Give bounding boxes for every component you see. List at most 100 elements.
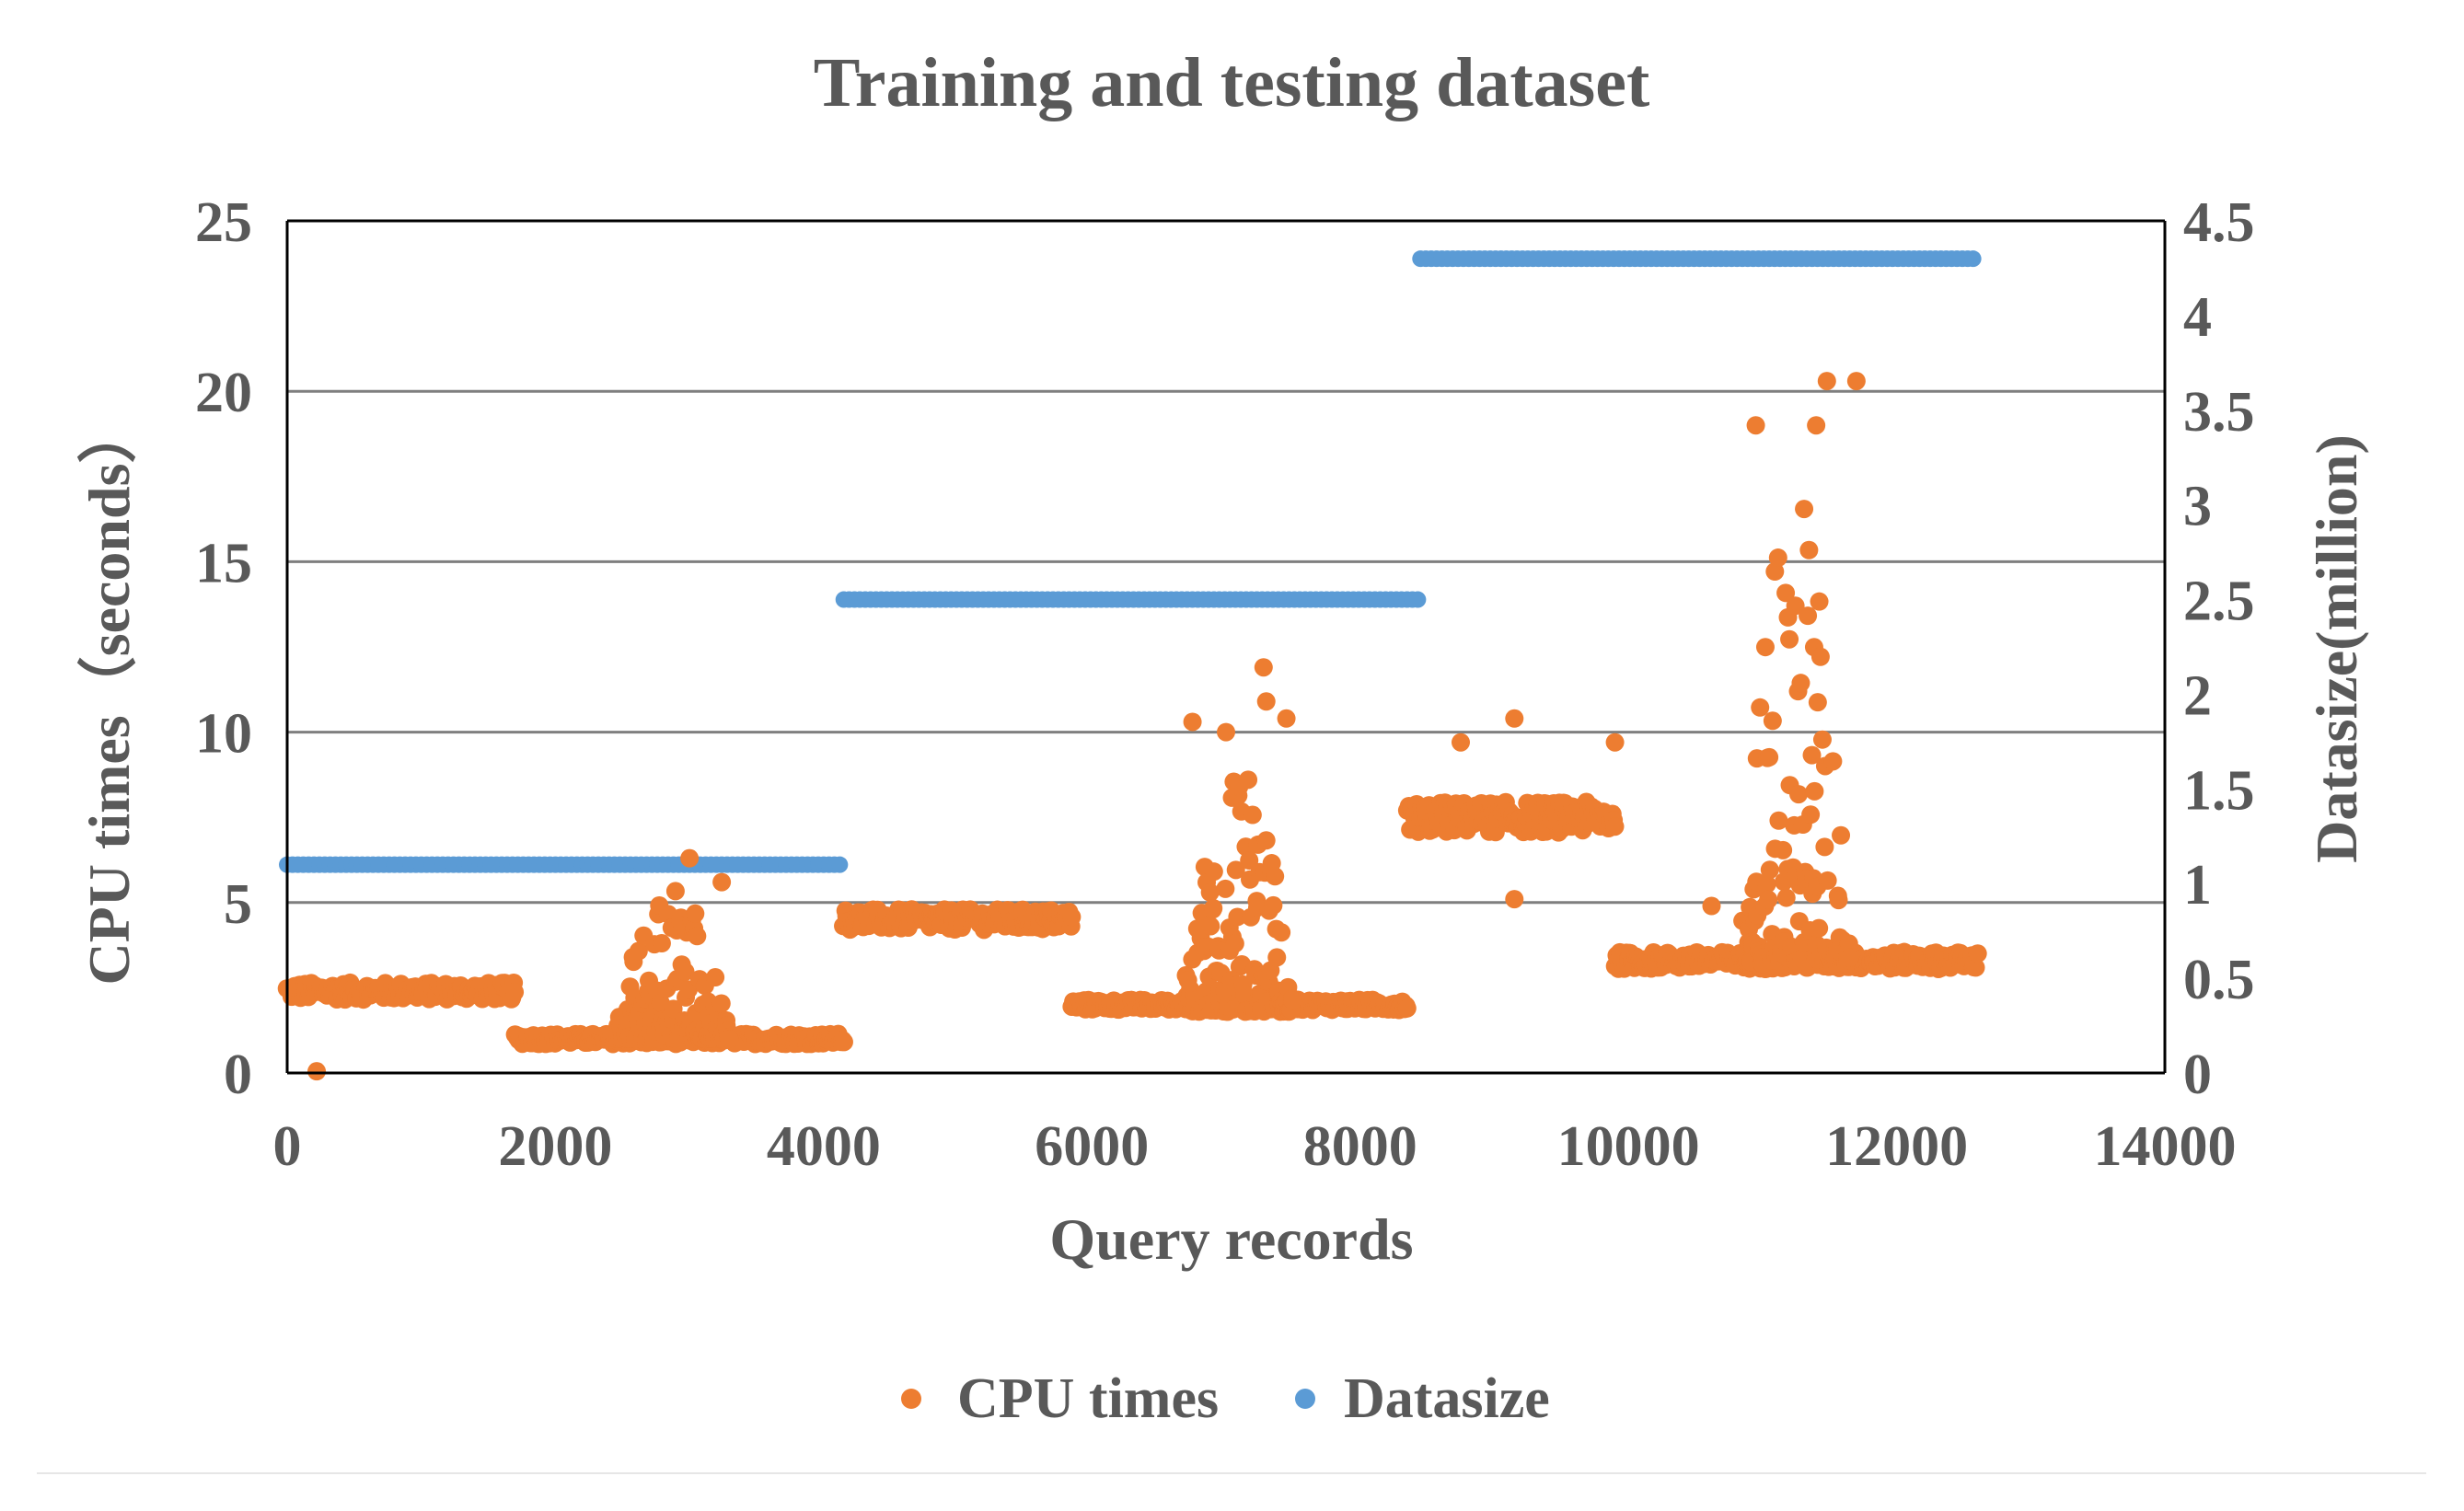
cpu-times-point	[1776, 888, 1796, 907]
cpu-times-point	[1815, 837, 1834, 857]
cpu-times-point	[1769, 811, 1788, 830]
chart-frame: Training and testing dataset 0 5 10 15 20 25 0…	[37, 18, 2426, 1474]
cpu-times-point	[720, 1029, 739, 1048]
cpu-times-point	[1505, 709, 1524, 728]
x-axis-label: Query records	[1049, 1206, 1413, 1272]
cpu-times-point	[1829, 891, 1848, 910]
x-tick-label: 2000	[498, 1115, 612, 1178]
y2-tick-label: 0	[2183, 1044, 2212, 1106]
legend-label-cpu-times: CPU times	[957, 1367, 1219, 1430]
legend: CPU times Datasize	[901, 1367, 1550, 1430]
x-tick-label: 4000	[767, 1115, 881, 1178]
chart-title: Training and testing dataset	[814, 44, 1650, 121]
x-tick-label: 0	[273, 1115, 302, 1178]
cpu-times-point	[1228, 907, 1247, 927]
cpu-times-point	[1183, 712, 1202, 732]
legend-label-datasize: Datasize	[1344, 1367, 1550, 1430]
cpu-times-point	[1759, 890, 1778, 909]
y-tick-label: 0	[224, 1044, 252, 1106]
cpu-times-point	[1746, 416, 1765, 435]
cpu-times-point	[1277, 709, 1296, 728]
cpu-times-point	[1062, 907, 1082, 927]
cpu-times-point	[1807, 416, 1826, 435]
cpu-times-point	[1818, 871, 1837, 890]
cpu-times-point	[1795, 500, 1814, 519]
cpu-times-point	[1452, 732, 1470, 752]
cpu-times-point	[1505, 890, 1524, 909]
cpu-times-point	[711, 994, 731, 1013]
y2-tick-label: 2.5	[2183, 571, 2255, 633]
cpu-times-point	[686, 904, 705, 923]
cpu-times-point	[1812, 730, 1832, 749]
cpu-times-point	[1799, 606, 1818, 626]
cpu-times-point	[1817, 372, 1836, 391]
cpu-times-point	[1272, 923, 1291, 942]
data-points	[277, 250, 1987, 1081]
x-tick-label: 14000	[2094, 1115, 2237, 1178]
cpu-times-point	[1760, 747, 1779, 767]
cpu-times-point	[1763, 711, 1782, 731]
cpu-times-point	[1264, 895, 1283, 915]
cpu-times-point	[1839, 934, 1858, 953]
cpu-times-point	[1240, 851, 1259, 871]
cpu-times-point	[1204, 898, 1223, 917]
cpu-times-point	[680, 848, 700, 868]
y2-tick-label: 0.5	[2183, 949, 2255, 1011]
axes	[285, 219, 2167, 1075]
cpu-times-point	[1267, 948, 1287, 967]
cpu-times-point	[706, 968, 725, 987]
cpu-times-point	[676, 962, 695, 981]
cpu-times-point	[1805, 781, 1824, 801]
cpu-times-point	[1774, 840, 1793, 859]
cpu-times-point	[1791, 674, 1810, 693]
y2-tick-label: 1.5	[2183, 759, 2255, 822]
y-axis-label: CPU times（seconds）	[76, 404, 142, 985]
y-tick-label: 5	[224, 873, 252, 936]
cpu-times-point	[1786, 596, 1805, 616]
cpu-times-point	[1226, 860, 1245, 880]
cpu-times-point	[1605, 732, 1625, 752]
x-tick-label: 8000	[1303, 1115, 1417, 1178]
cpu-times-point	[1757, 874, 1776, 894]
cpu-times-point	[664, 999, 683, 1019]
x-tick-label: 10000	[1557, 1115, 1700, 1178]
cpu-times-point	[1702, 896, 1721, 916]
y-tick-label: 15	[195, 532, 252, 594]
cpu-times-point	[1832, 825, 1851, 845]
cpu-times-point	[307, 1062, 327, 1081]
cpu-times-point	[1239, 770, 1258, 790]
cpu-times-point	[1216, 879, 1235, 898]
cpu-times-point	[1217, 722, 1235, 742]
cpu-times-point	[1283, 991, 1302, 1010]
cpu-times-point	[1802, 745, 1822, 765]
cpu-times-point	[1799, 540, 1819, 559]
datasize-point	[831, 856, 849, 873]
cpu-times-point	[1254, 658, 1273, 677]
x-tick-label: 6000	[1035, 1115, 1149, 1178]
cpu-times-point	[1235, 985, 1255, 1004]
cpu-times-point	[688, 927, 707, 946]
y2-tick-label: 4.5	[2183, 191, 2255, 254]
cpu-times-point	[1397, 998, 1417, 1018]
y2-tick-label: 4	[2183, 286, 2212, 349]
scatter-chart: Training and testing dataset 05101520250…	[76, 44, 2369, 1430]
cpu-times-point	[1256, 692, 1276, 711]
cpu-times-point	[1968, 944, 1987, 963]
cpu-times-point	[1789, 785, 1809, 804]
y2-tick-label: 2	[2183, 664, 2212, 727]
cpu-times-point	[834, 1032, 853, 1052]
datasize-point	[1964, 250, 1982, 268]
cpu-times-point	[1204, 862, 1223, 882]
cpu-times-point	[712, 872, 732, 892]
cpu-times-point	[1840, 948, 1859, 967]
cpu-times-point	[1808, 693, 1827, 712]
cpu-times-point	[1200, 882, 1220, 902]
x-tick-label: 12000	[1825, 1115, 1968, 1178]
cpu-times-point	[1810, 647, 1830, 666]
cpu-times-point	[629, 941, 648, 961]
legend-marker-datasize	[1295, 1389, 1315, 1409]
cpu-times-point	[1768, 548, 1787, 568]
y2-tick-label: 3	[2183, 476, 2212, 538]
cpu-times-point	[1201, 917, 1220, 936]
tick-labels: 0 5 10 15 20 25 0 0.5 1 1.5 2 2.5 3 3.5 4 4.5 0 2000 4000 6…	[195, 191, 2255, 1178]
